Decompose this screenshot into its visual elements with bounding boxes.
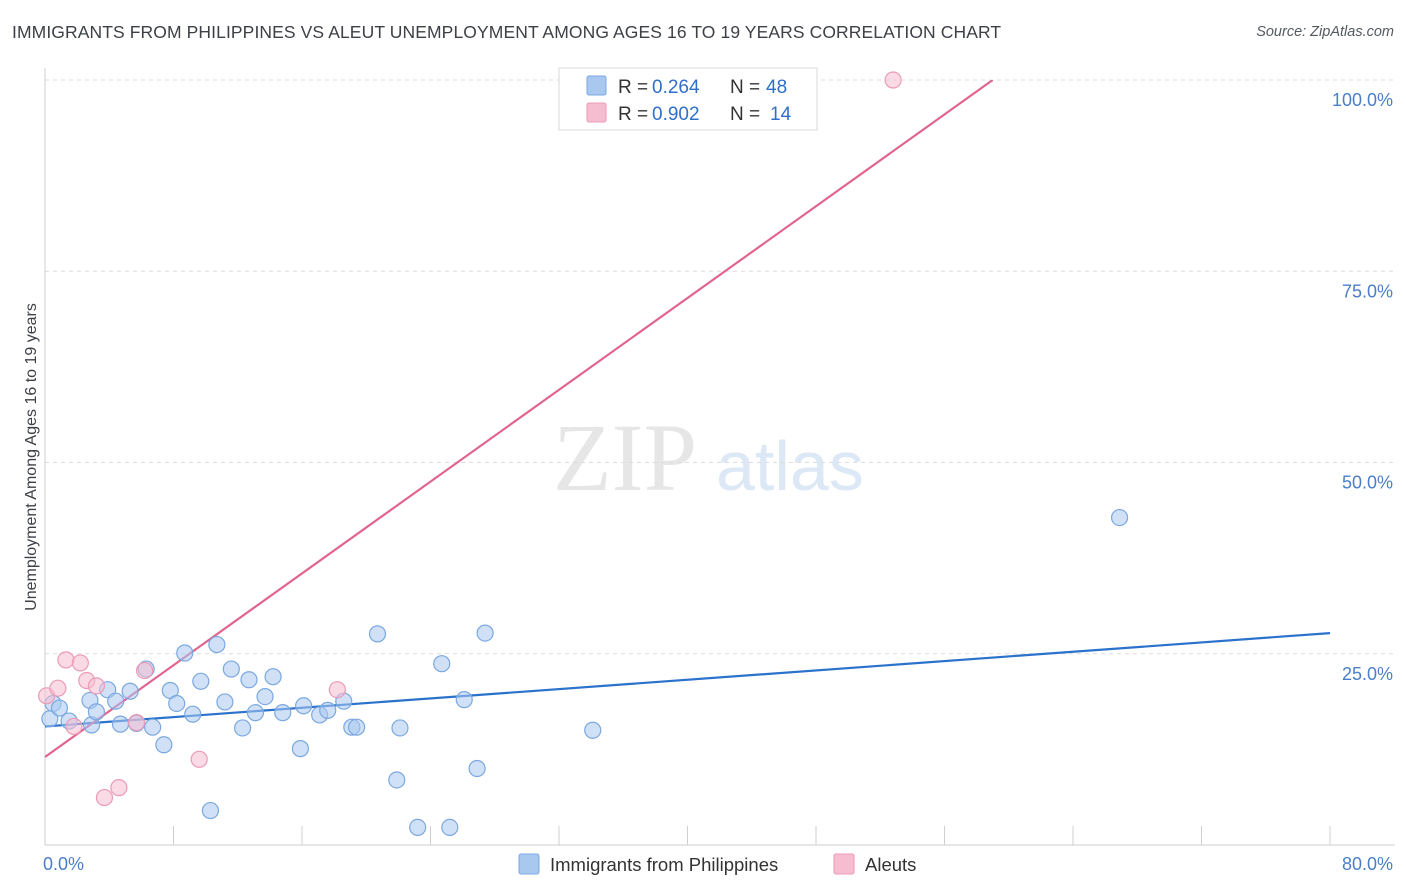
point-blue-44 (468, 759, 486, 778)
point-pink-2 (57, 651, 75, 669)
point-pink-11 (190, 750, 208, 768)
legend-swatch-blue (586, 75, 607, 96)
point-blue-36 (348, 718, 366, 736)
point-blue-33 (319, 701, 337, 719)
legend-n-value-pink: 14 (770, 104, 792, 125)
legend-r-label-blue: R = (618, 77, 648, 98)
bottom-legend: Immigrants from Philippines Aleuts (518, 853, 916, 875)
x-tick-label-1: 80.0% (1342, 854, 1393, 874)
point-blue-18 (184, 705, 202, 723)
x-tick-label-0: 0.0% (43, 854, 84, 874)
point-blue-45 (476, 624, 494, 642)
y-axis-label: Unemployment Among Ages 16 to 19 years (23, 303, 40, 611)
top-legend: R = 0.264 N = 48 R = 0.902 N = 14 (558, 67, 818, 131)
point-pink-9 (127, 713, 146, 732)
point-blue-25 (240, 671, 258, 689)
point-blue-17 (176, 644, 194, 662)
y-tick-label-3: 100.0% (1332, 90, 1393, 110)
point-blue-38 (388, 771, 406, 789)
point-blue-42 (441, 818, 459, 837)
x-tick-labels: 0.0% 80.0% (43, 854, 1393, 874)
bottom-legend-label-blue: Immigrants from Philippines (550, 854, 778, 875)
point-blue-22 (216, 693, 234, 711)
bottom-legend-swatch-pink (833, 853, 855, 875)
point-pink-8 (110, 779, 128, 797)
point-pink-7 (95, 788, 114, 807)
gridlines (45, 79, 1395, 655)
point-blue-29 (274, 704, 292, 722)
point-pink-6 (87, 677, 106, 695)
chart-title: IMMIGRANTS FROM PHILIPPINES VS ALEUT UNE… (12, 22, 1002, 42)
legend-r-label-pink: R = (618, 104, 648, 125)
point-blue-2 (50, 699, 69, 717)
legend-n-value-blue: 48 (766, 77, 787, 98)
point-pink-12 (328, 681, 346, 699)
point-blue-31 (295, 697, 313, 715)
legend-r-value-blue: 0.264 (652, 77, 700, 98)
y-tick-label-0: 25.0% (1342, 664, 1393, 684)
point-blue-13 (144, 718, 162, 736)
point-blue-37 (368, 625, 387, 643)
point-pink-10 (135, 661, 154, 680)
point-blue-47 (1110, 508, 1129, 527)
point-pink-3 (65, 717, 83, 736)
trend-line-pink (45, 80, 994, 758)
point-blue-9 (111, 715, 130, 733)
y-tick-labels: 25.0% 50.0% 75.0% 100.0% (1332, 90, 1393, 684)
watermark-zip: ZIP (553, 404, 697, 511)
point-pink-13 (884, 71, 902, 89)
data-points (38, 71, 1129, 837)
legend-swatch-pink (586, 102, 607, 123)
point-blue-39 (391, 719, 409, 737)
point-blue-8 (107, 692, 125, 710)
point-blue-6 (87, 703, 106, 721)
point-blue-24 (233, 719, 252, 737)
point-blue-30 (291, 740, 309, 758)
bottom-legend-swatch-blue (518, 853, 540, 875)
point-blue-23 (222, 660, 240, 678)
y-tick-label-2: 75.0% (1342, 281, 1393, 301)
point-blue-27 (256, 687, 274, 706)
point-blue-16 (168, 694, 186, 713)
legend-n-label-blue: N = (730, 77, 760, 98)
legend-r-value-pink: 0.902 (652, 104, 700, 125)
source-label: Source: ZipAtlas.com (1256, 24, 1394, 40)
point-blue-43 (455, 691, 473, 709)
point-blue-40 (409, 818, 427, 837)
point-pink-1 (49, 679, 67, 697)
point-blue-21 (208, 635, 226, 654)
point-pink-4 (71, 654, 89, 672)
point-blue-19 (192, 672, 210, 690)
y-tick-label-1: 50.0% (1342, 473, 1393, 493)
point-blue-26 (246, 704, 265, 722)
watermark-atlas: atlas (716, 427, 864, 505)
bottom-legend-label-pink: Aleuts (865, 854, 916, 875)
point-blue-46 (584, 721, 602, 739)
point-blue-41 (433, 655, 451, 673)
point-blue-10 (121, 682, 139, 700)
trend-line-blue (45, 631, 1330, 728)
point-blue-14 (155, 736, 173, 754)
point-blue-28 (264, 668, 282, 686)
point-blue-20 (201, 801, 220, 820)
legend-n-label-pink: N = (730, 104, 760, 125)
